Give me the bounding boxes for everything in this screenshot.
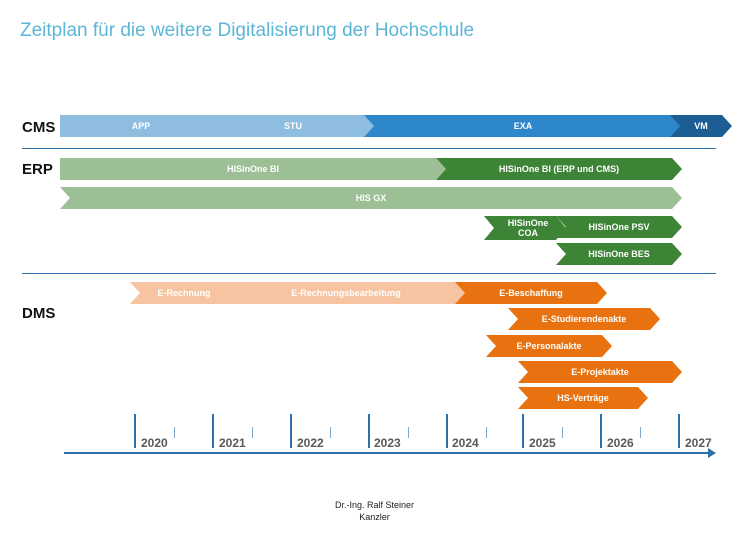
bar-dms-e-projektakte: E-Projektakte [518, 361, 682, 383]
year-label: 2023 [374, 436, 401, 450]
year-label: 2020 [141, 436, 168, 450]
year-label: 2021 [219, 436, 246, 450]
divider-erp-dms [22, 273, 716, 274]
year-label: 2026 [607, 436, 634, 450]
slide-title: Zeitplan für die weitere Digitalisierung… [20, 20, 475, 41]
tick-minor [562, 427, 563, 438]
bar-dms-e-rechnung: E-Rechnung [130, 282, 238, 304]
bar-cms-vm: VM [670, 115, 732, 137]
tick-2026 [600, 414, 602, 448]
tick-minor [330, 427, 331, 438]
tick-2022 [290, 414, 292, 448]
tick-minor [252, 427, 253, 438]
tick-2027 [678, 414, 680, 448]
bar-erp-hisinone-psv: HISinOne PSV [556, 216, 682, 238]
footer-author-role: Kanzler [359, 512, 390, 522]
bar-erp-hisinone-bi-erp-cms: HISinOne BI (ERP und CMS) [436, 158, 682, 180]
tick-minor [640, 427, 641, 438]
tick-minor [486, 427, 487, 438]
bar-dms-e-rechnungsbearbeitung: E-Rechnungsbearbeitung [226, 282, 466, 304]
bar-dms-hs-vertraege: HS-Verträge [518, 387, 648, 409]
tick-minor [408, 427, 409, 438]
bar-erp-hisinone-bes: HISinOne BES [556, 243, 682, 265]
bar-cms-stu: STU [210, 115, 376, 137]
footer-author-name: Dr.-Ing. Ralf Steiner [334, 500, 415, 510]
timeline-arrowhead [708, 448, 716, 458]
tick-minor [174, 427, 175, 438]
bar-dms-e-studierendenakte: E-Studierendenakte [508, 308, 660, 330]
bar-dms-e-personalakte: E-Personalakte [486, 335, 612, 357]
tick-2020 [134, 414, 136, 448]
bar-dms-e-beschaffung: E-Beschaffung [455, 282, 607, 304]
row-label-dms: DMS [22, 305, 56, 322]
row-label-cms: CMS [22, 119, 56, 136]
year-label: 2024 [452, 436, 479, 450]
year-label: 2027 [685, 436, 712, 450]
tick-2023 [368, 414, 370, 448]
bar-erp-hisinone-bi: HISinOne BI [60, 158, 446, 180]
year-label: 2022 [297, 436, 324, 450]
bar-cms-app: APP [60, 115, 222, 137]
timeline-axis [64, 452, 710, 454]
year-label: 2025 [529, 436, 556, 450]
tick-2025 [522, 414, 524, 448]
row-label-erp: ERP [22, 161, 53, 178]
bar-cms-exa: EXA [364, 115, 682, 137]
tick-2021 [212, 414, 214, 448]
divider-cms-erp [22, 148, 716, 149]
bar-erp-his-gx: HIS GX [60, 187, 682, 209]
bar-erp-hisinone-coa: HISinOne COA [484, 216, 566, 240]
tick-2024 [446, 414, 448, 448]
